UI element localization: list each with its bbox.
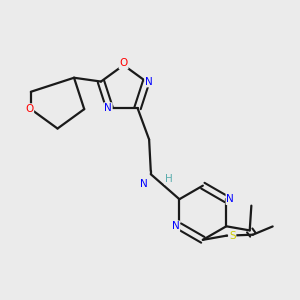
Text: N: N [140,179,148,189]
Text: N: N [226,194,234,204]
Text: N: N [145,76,153,87]
Text: N: N [104,103,112,113]
Text: N: N [172,221,179,231]
Text: S: S [229,231,236,241]
Text: O: O [25,104,33,114]
Text: H: H [165,174,173,184]
Text: O: O [119,58,128,68]
